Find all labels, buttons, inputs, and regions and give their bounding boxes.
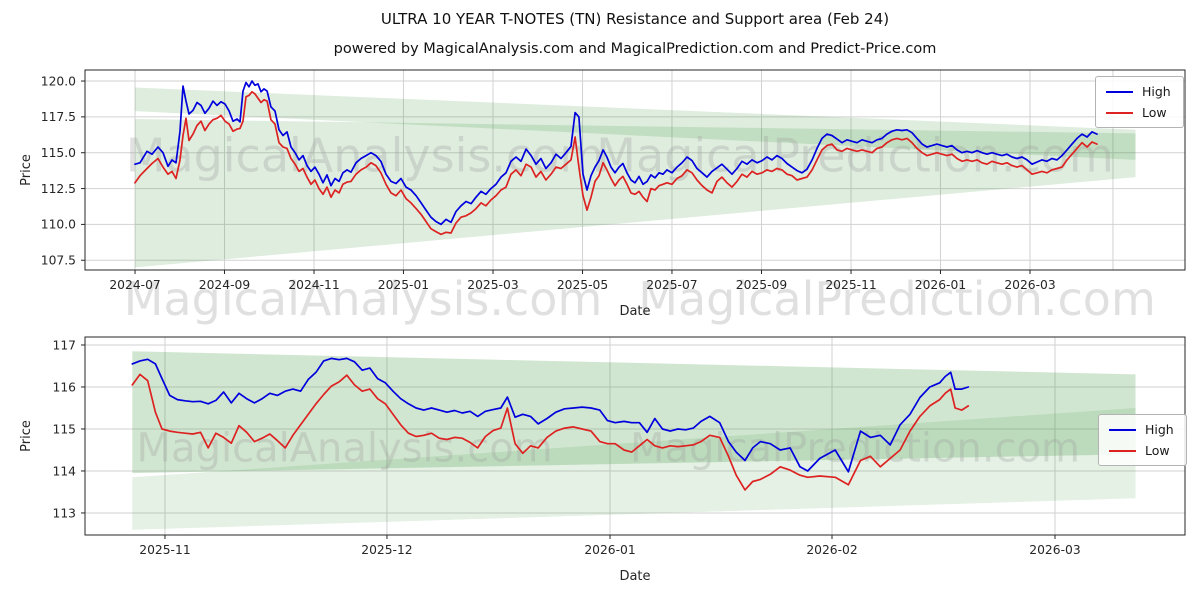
x-tick-label: 2026-03 [1029,543,1080,557]
bottom-chart: MagicalAnalysis.com MagicalPrediction.com… [19,336,1186,584]
x-tick-label: 2025-05 [557,278,608,292]
legend-label-high: High [1142,84,1171,99]
high-line-swatch [1106,90,1133,93]
watermark-prediction: MagicalPrediction.com [638,272,1156,326]
low-line-swatch [1109,449,1136,452]
x-tick-label: 2025-07 [646,278,697,292]
y-tick-label: 120.0 [41,74,76,88]
x-tick-label: 2024-09 [199,278,250,292]
legend-label-high: High [1145,422,1174,437]
high-line [131,357,970,473]
page-title: ULTRA 10 YEAR T-NOTES (TN) Resistance an… [380,10,890,28]
x-tick-label: 2025-12 [361,543,412,557]
x-tick-label: 2026-02 [806,543,857,557]
x-tick-label: 2025-03 [467,278,518,292]
x-tick-label: 2026-03 [1004,278,1055,292]
y-tick-label: 116 [53,380,77,394]
legend-top: High Low [1095,76,1184,128]
figure-subtitle: powered by MagicalAnalysis.com and Magic… [333,41,937,57]
high-line-swatch [1109,428,1136,431]
x-tick-label: 2026-01 [915,278,966,292]
legend-item-low: Low [1106,105,1171,120]
low-line [134,90,1098,236]
y-tick-label: 113 [53,506,76,520]
y-tick-label: 117.5 [41,110,76,124]
x-axis-label: Date [619,304,650,319]
y-tick-label: 110.0 [41,218,76,232]
low-line-swatch [1106,111,1133,114]
x-tick-label: 2024-11 [288,278,339,292]
y-tick-label: 115 [53,422,76,436]
high-line [134,80,1098,226]
x-axis-label: Date [619,569,650,584]
watermark-text: MagicalPrediction.com [596,129,1114,183]
watermark-text: MagicalAnalysis.com [137,425,553,471]
y-tick-label: 107.5 [41,254,76,268]
plot-frame [84,69,1186,271]
x-tick-label: 2024-07 [109,278,160,292]
y-tick-label: 114 [53,464,77,478]
x-tick-label: 2025-09 [736,278,787,292]
top-chart: MagicalAnalysis.com MagicalPrediction.com… [19,69,1186,319]
legend-label-low: Low [1142,105,1167,120]
y-axis-label: Price [19,420,34,452]
legend-item-low: Low [1109,443,1174,458]
y-tick-label: 112.5 [41,182,76,196]
low-line [131,373,970,491]
y-tick-label: 115.0 [41,146,76,160]
resistance-area-band [135,87,1136,160]
watermark-analysis: MagicalAnalysis.com [123,272,603,326]
y-tick-label: 117 [53,338,76,352]
x-tick-label: 2025-01 [378,278,429,292]
legend-item-high: High [1109,422,1174,437]
legend-label-low: Low [1145,443,1170,458]
x-tick-label: 2025-11 [825,278,876,292]
legend-item-high: High [1106,84,1171,99]
x-tick-label: 2026-01 [584,543,635,557]
legend-bottom: High Low [1098,414,1187,466]
x-tick-label: 2025-11 [139,543,190,557]
y-axis-label: Price [19,154,34,186]
